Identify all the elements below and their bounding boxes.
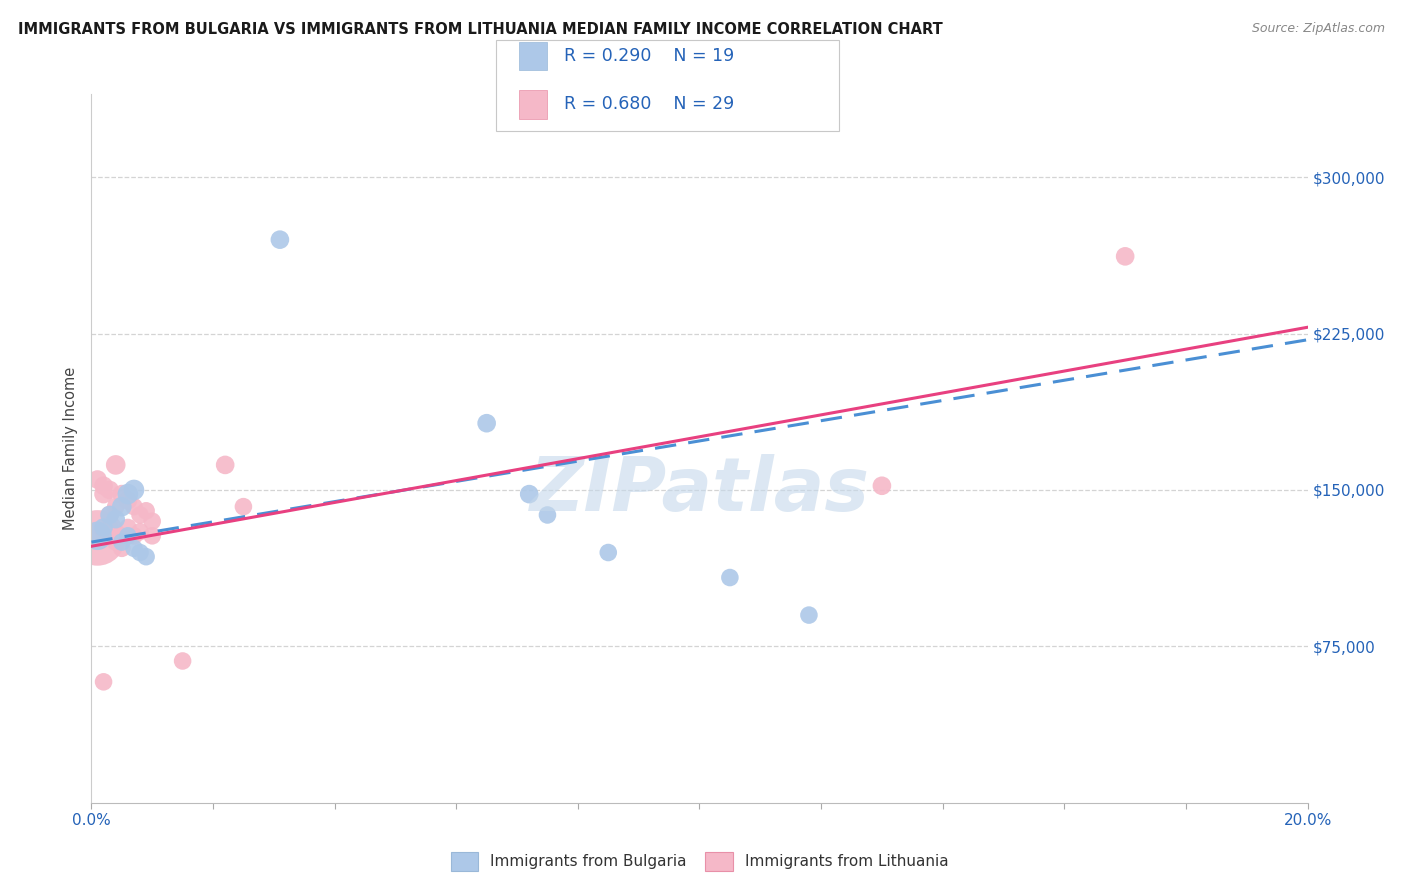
Point xyxy=(86,531,108,545)
Point xyxy=(129,508,152,522)
Point xyxy=(269,233,291,247)
Point xyxy=(93,479,115,493)
Point xyxy=(122,483,145,497)
Point xyxy=(117,520,139,534)
Point xyxy=(93,524,115,539)
Point xyxy=(129,545,152,559)
Point xyxy=(141,529,163,543)
Point xyxy=(797,608,820,623)
Point xyxy=(104,500,127,514)
Point xyxy=(111,487,134,501)
Point xyxy=(135,504,157,518)
Point xyxy=(135,549,157,564)
Text: R = 0.680    N = 29: R = 0.680 N = 29 xyxy=(564,95,734,113)
Point xyxy=(232,500,254,514)
Point xyxy=(870,479,893,493)
Point xyxy=(129,524,152,539)
Point xyxy=(104,458,127,472)
Point xyxy=(141,514,163,528)
Point xyxy=(122,541,145,556)
Point xyxy=(122,500,145,514)
Text: ZIPatlas: ZIPatlas xyxy=(530,454,869,527)
Point xyxy=(117,493,139,508)
Point xyxy=(111,529,134,543)
Point xyxy=(718,570,741,584)
Point xyxy=(117,487,139,501)
Point xyxy=(122,529,145,543)
Point xyxy=(214,458,236,472)
Point xyxy=(93,520,115,534)
Point xyxy=(93,674,115,689)
Point xyxy=(93,487,115,501)
Y-axis label: Median Family Income: Median Family Income xyxy=(63,367,79,530)
Point xyxy=(117,529,139,543)
Point xyxy=(104,512,127,526)
Text: R = 0.290    N = 19: R = 0.290 N = 19 xyxy=(564,47,734,65)
Point xyxy=(111,535,134,549)
Text: Source: ZipAtlas.com: Source: ZipAtlas.com xyxy=(1251,22,1385,36)
Point xyxy=(104,535,127,549)
Point xyxy=(475,416,498,430)
Point xyxy=(111,500,134,514)
Text: IMMIGRANTS FROM BULGARIA VS IMMIGRANTS FROM LITHUANIA MEDIAN FAMILY INCOME CORRE: IMMIGRANTS FROM BULGARIA VS IMMIGRANTS F… xyxy=(18,22,943,37)
Point xyxy=(111,541,134,556)
Point xyxy=(98,483,121,497)
Point xyxy=(536,508,558,522)
Point xyxy=(598,545,620,559)
Legend: Immigrants from Bulgaria, Immigrants from Lithuania: Immigrants from Bulgaria, Immigrants fro… xyxy=(444,846,955,877)
Point xyxy=(98,520,121,534)
Point xyxy=(517,487,540,501)
Point xyxy=(172,654,194,668)
Point xyxy=(1114,249,1136,263)
Point xyxy=(86,529,108,543)
Point xyxy=(98,508,121,522)
Point xyxy=(98,508,121,522)
Point xyxy=(86,473,108,487)
